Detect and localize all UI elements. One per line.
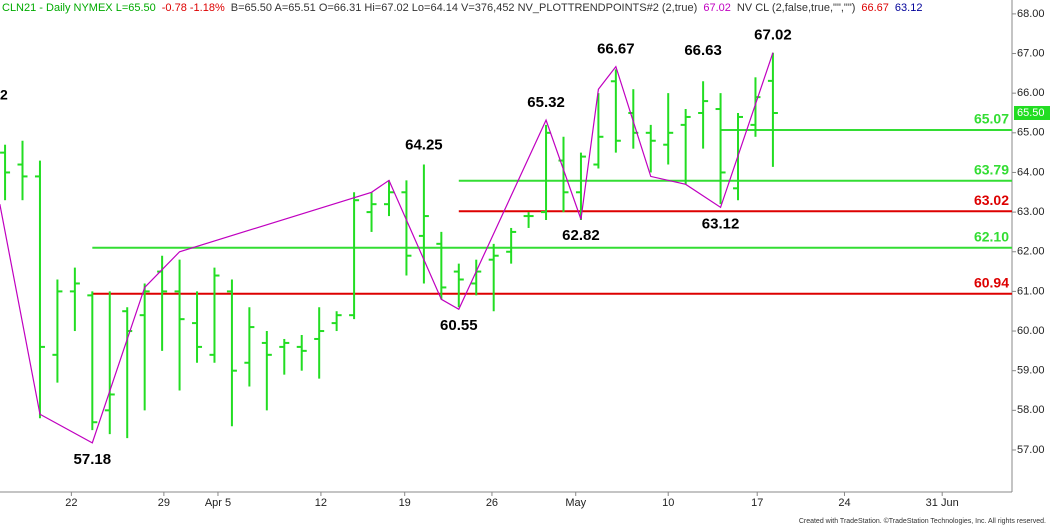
header-segment: 66.67 [861,2,889,14]
pivot-label: 65.32 [527,94,565,111]
y-tick-label: 59.00 [1017,365,1045,377]
y-tick-label: 63.00 [1017,206,1045,218]
pivot-label: 60.55 [440,317,478,334]
pivot-label: 67.02 [754,27,792,44]
y-tick-label: 60.00 [1017,325,1045,337]
x-tick-label: 17 [751,497,763,509]
y-tick-label: 66.00 [1017,87,1045,99]
footer-band [0,512,1050,527]
x-tick-label: 22 [65,497,77,509]
edge-label: 2 [0,87,8,103]
x-tick-label: May [565,497,586,509]
y-tick-label: 62.00 [1017,246,1045,258]
x-tick-label: 29 [158,497,170,509]
pivot-label: 57.18 [74,451,112,468]
level-label: 60.94 [974,274,1009,290]
pivot-label: 62.82 [562,227,600,244]
footer: Created with TradeStation. ©TradeStation… [799,517,1046,525]
x-tick-label: 31 Jun [926,497,959,509]
x-tick-label: 24 [838,497,850,509]
header: CLN21 - Daily NYMEX L=65.50 -0.78 -1.18% B… [2,2,922,14]
y-tick-label: 58.00 [1017,404,1045,416]
x-tick-label: 10 [662,497,674,509]
pivot-label: 63.12 [702,215,740,232]
y-tick-label: 57.00 [1017,444,1045,456]
header-segment: NV CL (2,false,true,"","") [737,2,856,14]
header-segment: B=65.50 A=65.51 O=66.31 Hi=67.02 Lo=64.1… [231,2,698,14]
y-tick-label: 67.00 [1017,47,1045,59]
header-segment: 63.12 [895,2,923,14]
pivot-label: 64.25 [405,137,443,154]
header-segment: CLN21 - Daily NYMEX L=65.50 [2,2,156,14]
x-tick-label: 12 [315,497,327,509]
y-tick-label: 68.00 [1017,8,1045,20]
level-label: 63.02 [974,192,1009,208]
x-tick-label: Apr 5 [205,497,231,509]
x-tick-label: 26 [486,497,498,509]
last-price-label: 65.50 [1017,107,1045,119]
pivot-label: 66.63 [684,42,722,59]
level-label: 65.07 [974,111,1009,127]
level-label: 62.10 [974,228,1009,244]
header-segment: -0.78 -1.18% [162,2,225,14]
x-tick-label: 19 [399,497,411,509]
trendline [0,52,774,444]
y-tick-label: 65.00 [1017,127,1045,139]
pivot-label: 66.67 [597,41,635,58]
header-segment: 67.02 [703,2,731,14]
y-tick-label: 64.00 [1017,166,1045,178]
level-label: 63.79 [974,161,1009,177]
last-price-box [1014,105,1050,120]
y-tick-label: 61.00 [1017,285,1045,297]
